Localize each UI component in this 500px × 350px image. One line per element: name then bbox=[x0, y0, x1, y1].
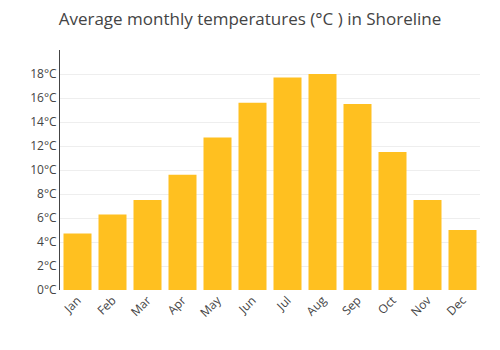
svg-text:Nov: Nov bbox=[407, 292, 435, 320]
svg-text:Sep: Sep bbox=[338, 292, 365, 319]
svg-text:8°C: 8°C bbox=[37, 185, 57, 202]
svg-text:Jan: Jan bbox=[60, 292, 85, 317]
svg-text:14°C: 14°C bbox=[30, 113, 57, 130]
svg-text:Mar: Mar bbox=[127, 292, 155, 320]
svg-text:2°C: 2°C bbox=[37, 257, 57, 274]
svg-text:Feb: Feb bbox=[93, 292, 119, 318]
svg-text:Aug: Aug bbox=[302, 292, 330, 320]
svg-text:Jun: Jun bbox=[234, 292, 259, 317]
svg-text:Dec: Dec bbox=[443, 292, 470, 319]
svg-text:18°C: 18°C bbox=[30, 65, 57, 82]
svg-text:0°C: 0°C bbox=[37, 281, 57, 298]
svg-text:Average monthly temperatures (: Average monthly temperatures (°C ) in Sh… bbox=[59, 7, 442, 30]
svg-text:6°C: 6°C bbox=[37, 209, 57, 226]
svg-text:Apr: Apr bbox=[164, 292, 190, 318]
svg-text:Jul: Jul bbox=[272, 292, 294, 314]
svg-text:May: May bbox=[196, 291, 225, 320]
svg-text:16°C: 16°C bbox=[30, 89, 57, 106]
svg-text:4°C: 4°C bbox=[37, 233, 57, 250]
svg-text:10°C: 10°C bbox=[30, 161, 57, 178]
svg-text:12°C: 12°C bbox=[30, 137, 57, 154]
svg-text:Oct: Oct bbox=[374, 292, 400, 318]
